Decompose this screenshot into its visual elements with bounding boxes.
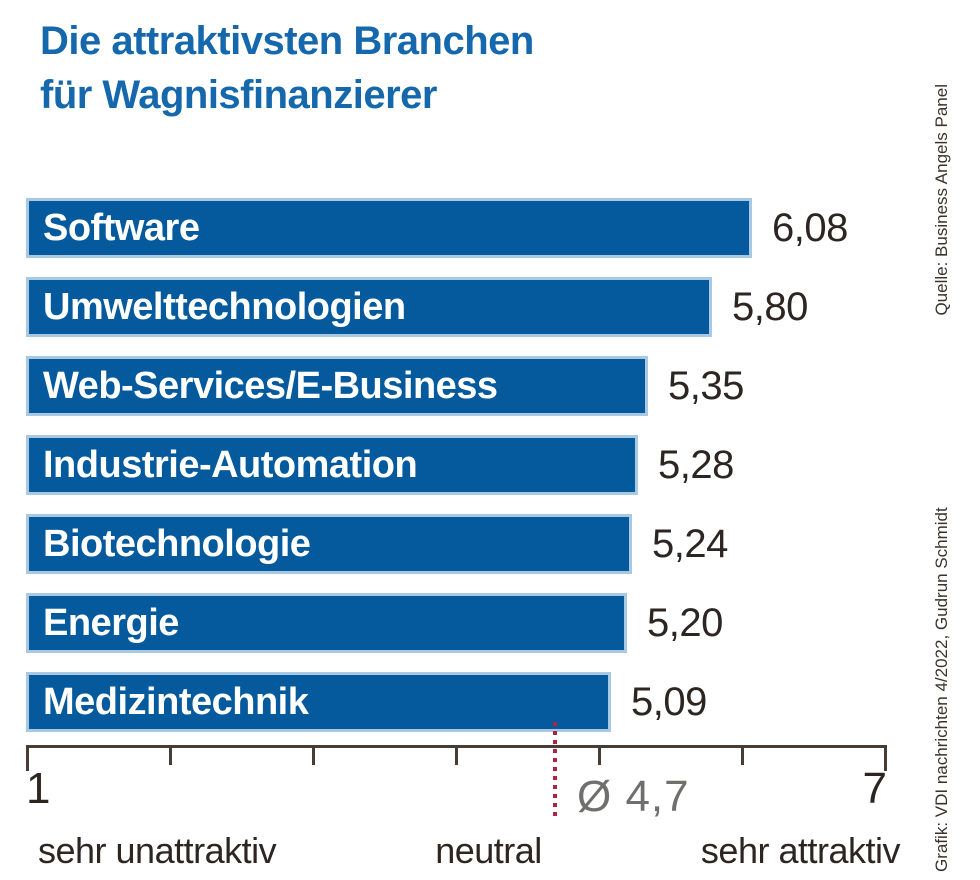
bar-row: Medizintechnik 5,09 — [26, 672, 707, 732]
bar-label: Software — [43, 206, 200, 249]
title-line-2: für Wagnisfinanzierer — [40, 73, 437, 117]
bar-row: Software 6,08 — [26, 198, 848, 258]
axis-tick — [741, 745, 744, 765]
bar-row: Industrie-Automation 5,28 — [26, 435, 734, 495]
bar-value-label: 5,35 — [668, 363, 744, 408]
axis-tick — [884, 745, 887, 771]
bar: Medizintechnik — [26, 672, 611, 732]
bar: Biotechnologie — [26, 514, 632, 574]
axis-tick — [598, 745, 601, 765]
bar-label: Industrie-Automation — [43, 443, 418, 486]
bar-label: Biotechnologie — [43, 522, 311, 565]
scale-label-right: sehr attraktiv — [700, 830, 901, 871]
bar-value-label: 6,08 — [772, 205, 848, 250]
bar-row: Web-Services/E-Business 5,35 — [26, 356, 744, 416]
bar-label: Energie — [43, 601, 179, 644]
credits: Grafik: VDI nachrichten 4/2022, Gudrun S… — [932, 84, 952, 872]
axis-min-label: 1 — [26, 764, 51, 813]
credits-quelle: Quelle: Business Angels Panel — [932, 84, 951, 316]
bar-value-label: 5,28 — [658, 442, 734, 487]
bar-label: Web-Services/E-Business — [43, 364, 498, 407]
bar-label: Medizintechnik — [43, 680, 309, 723]
axis-tick — [312, 745, 315, 765]
title-line-1: Die attraktivsten Branchen — [40, 19, 534, 63]
axis-max-label: 7 — [862, 764, 887, 813]
scale-labels: sehr unattraktiv neutral sehr attraktiv — [38, 830, 901, 872]
bar-value-label: 5,09 — [631, 679, 707, 724]
bar: Industrie-Automation — [26, 435, 638, 495]
bar-row: Energie 5,20 — [26, 593, 723, 653]
bar-chart: Software 6,08 Umwelttechnologien 5,80 Web-Se… — [26, 198, 848, 732]
bar-value-label: 5,80 — [732, 284, 808, 329]
scale-label-left: sehr unattraktiv — [38, 830, 277, 871]
bar-label: Umwelttechnologien — [43, 285, 406, 328]
bar: Umwelttechnologien — [26, 277, 712, 337]
bar: Web-Services/E-Business — [26, 356, 648, 416]
bar: Software — [26, 198, 752, 258]
bar-value-label: 5,24 — [652, 521, 728, 566]
scale-label-center: neutral — [435, 830, 542, 871]
average-marker-line — [553, 722, 557, 820]
page-title: Die attraktivsten Branchen für Wagnisfin… — [40, 14, 534, 122]
bar-row: Biotechnologie 5,24 — [26, 514, 728, 574]
bar: Energie — [26, 593, 627, 653]
bar-value-label: 5,20 — [647, 600, 723, 645]
axis-tick — [169, 745, 172, 765]
average-label: Ø 4,7 — [577, 772, 690, 821]
axis-tick — [455, 745, 458, 765]
bar-row: Umwelttechnologien 5,80 — [26, 277, 808, 337]
axis-tick — [26, 745, 29, 771]
credits-grafik: Grafik: VDI nachrichten 4/2022, Gudrun S… — [932, 507, 951, 872]
